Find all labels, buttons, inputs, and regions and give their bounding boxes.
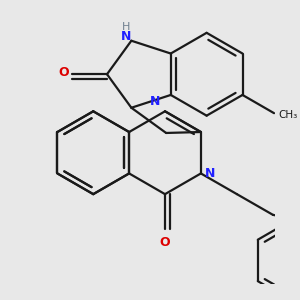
Text: H: H	[122, 22, 130, 32]
Text: N: N	[121, 30, 131, 43]
Text: O: O	[160, 236, 170, 249]
Text: N: N	[205, 167, 216, 180]
Text: N: N	[150, 95, 161, 108]
Text: O: O	[59, 66, 70, 79]
Text: CH₃: CH₃	[278, 110, 298, 120]
